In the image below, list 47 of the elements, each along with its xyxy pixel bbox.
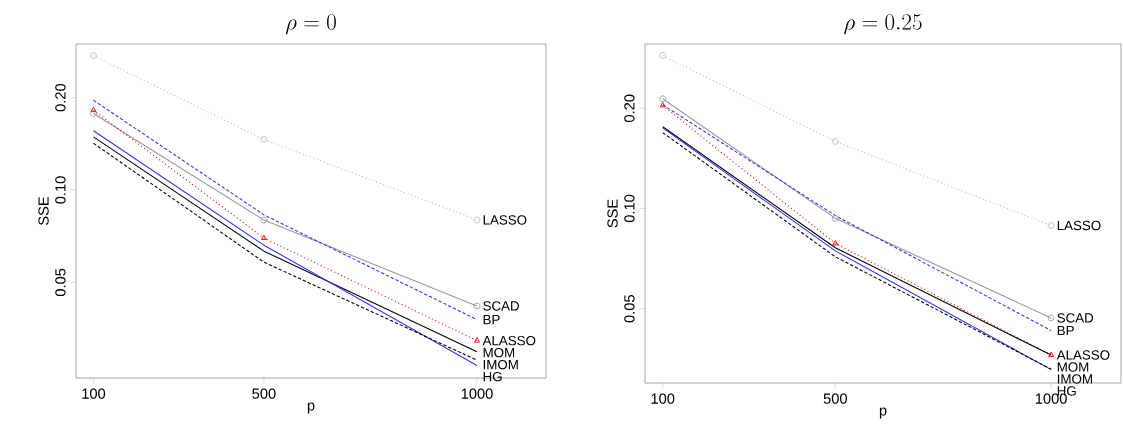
point [1047, 314, 1055, 322]
point [659, 102, 666, 108]
series-label: ALASSO [1056, 350, 1110, 360]
point [1048, 351, 1055, 357]
x-axis-title: p [879, 407, 887, 419]
series-label: MOM [483, 347, 515, 358]
point [831, 138, 839, 145]
chart-title: $\rho = 0.25$ [844, 14, 922, 35]
series-label: SCAD [483, 301, 519, 311]
point [90, 106, 97, 113]
series-label: MOM [1057, 362, 1089, 372]
point [473, 216, 481, 224]
x-axis-title: p [307, 402, 315, 414]
y-axis-title: SSE [607, 199, 618, 228]
point [473, 337, 480, 343]
series-label: IMOM [1057, 374, 1092, 384]
point [260, 216, 268, 224]
y-tick-label: 0.20 [55, 83, 66, 112]
series-label: BP [483, 315, 500, 325]
point [90, 52, 97, 60]
series-label: BP [1057, 325, 1074, 336]
point [260, 136, 268, 143]
x-tick-label: 100 [82, 388, 106, 399]
x-tick-label: 500 [823, 393, 847, 404]
point [659, 52, 667, 59]
series-label: ALASSO [482, 335, 536, 346]
y-tick-label: 0.05 [55, 268, 66, 297]
series-label: LASSO [483, 215, 527, 225]
point [831, 214, 839, 222]
point [260, 234, 267, 241]
x-tick-label: 100 [651, 393, 675, 404]
series-label: IMOM [483, 359, 518, 370]
point [832, 240, 839, 246]
y-tick-label: 0.20 [624, 94, 635, 122]
y-tick-label: 0.10 [624, 194, 635, 223]
series-label: LASSO [1057, 220, 1101, 231]
chart-title: $\rho = 0$ [285, 14, 336, 35]
x-tick-label: 500 [252, 388, 276, 399]
y-tick-label: 0.10 [55, 176, 66, 204]
y-tick-label: 0.05 [624, 295, 635, 323]
series-label: SCAD [1057, 313, 1094, 323]
y-axis-title: SSE [38, 196, 49, 226]
point [1047, 222, 1055, 229]
series-label: HG [483, 371, 502, 382]
point [659, 95, 667, 103]
point [473, 302, 481, 310]
x-tick-label: 1000 [461, 388, 493, 399]
